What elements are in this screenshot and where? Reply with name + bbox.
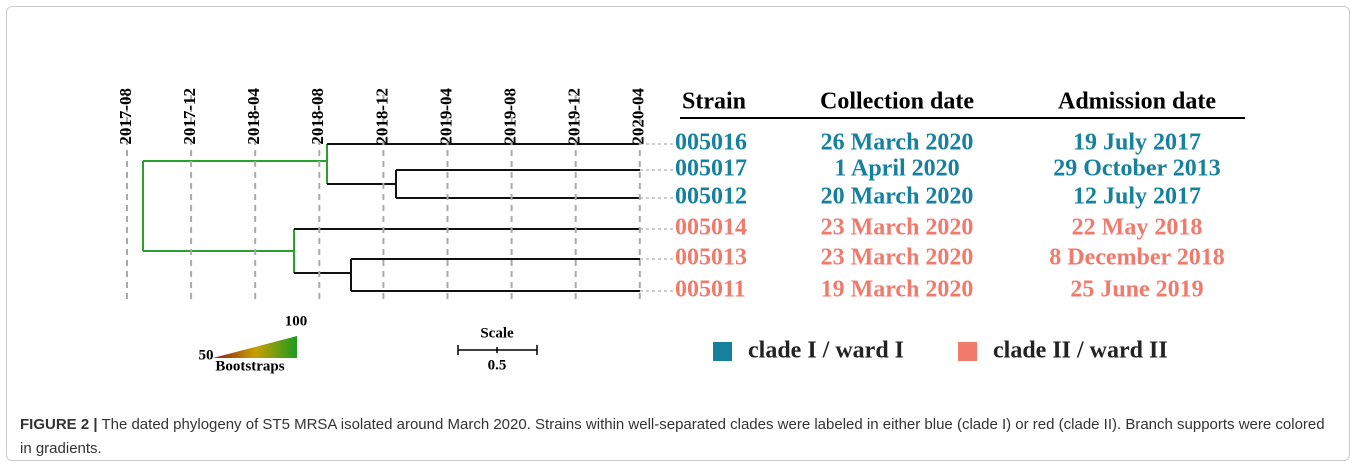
bootstrap-min: 50 <box>199 347 214 363</box>
time-tick-label: 2020-04 <box>629 88 648 145</box>
legend-swatch <box>958 342 977 361</box>
table-cell: 005016 <box>675 130 747 156</box>
table-cell: 005017 <box>675 156 747 182</box>
table-cell: 19 July 2017 <box>1073 130 1201 156</box>
table-header: Collection date <box>820 89 974 115</box>
scale-value: 0.5 <box>488 357 507 373</box>
time-tick-label: 2018-04 <box>244 88 263 145</box>
bootstrap-gradient <box>213 336 297 358</box>
table-cell: 005011 <box>675 277 746 303</box>
scale-bar <box>457 345 538 355</box>
table-cell: 26 March 2020 <box>821 130 974 156</box>
legend-label: clade II / ward II <box>993 338 1168 364</box>
figure-frame <box>6 6 1350 461</box>
caption: FIGURE 2 | The dated phylogeny of ST5 MR… <box>20 413 1340 461</box>
bootstrap-max: 100 <box>285 313 308 329</box>
time-tick-label: 2019-12 <box>565 88 584 145</box>
table-cell: 29 October 2013 <box>1053 156 1221 182</box>
table-cell: 22 May 2018 <box>1072 215 1203 241</box>
table-cell: 005014 <box>675 215 747 241</box>
table-cell: 20 March 2020 <box>821 184 974 210</box>
time-tick-label: 2019-08 <box>501 88 520 145</box>
time-tick-label: 2019-04 <box>436 88 455 145</box>
table-cell: 23 March 2020 <box>821 215 974 241</box>
caption-label: FIGURE 2 | <box>20 416 98 433</box>
time-tick-label: 2018-08 <box>308 88 327 145</box>
scale-label: Scale <box>480 325 514 341</box>
legend-swatch <box>713 342 732 361</box>
time-tick-label: 2017-12 <box>180 88 199 145</box>
bootstrap-label: Bootstraps <box>215 358 284 374</box>
table-cell: 8 December 2018 <box>1049 245 1225 271</box>
table-cell: 1 April 2020 <box>834 156 959 182</box>
table-cell: 25 June 2019 <box>1070 277 1203 303</box>
time-tick-label: 2017-08 <box>116 88 135 145</box>
figure: 100 50 Bootstraps Scale 0.5 2017-08 2017-… <box>116 88 1245 374</box>
table-cell: 005013 <box>675 245 747 271</box>
legend-label: clade I / ward I <box>748 338 904 364</box>
leaf-connector <box>640 143 675 292</box>
time-tick-label: 2018-12 <box>372 88 391 145</box>
supported-branch <box>142 144 328 273</box>
table-cell: 005012 <box>675 184 747 210</box>
caption-text: The dated phylogeny of ST5 MRSA isolated… <box>20 416 1325 457</box>
table-cell: 19 March 2020 <box>821 277 974 303</box>
table-header: Strain <box>682 89 746 115</box>
table-cell: 12 July 2017 <box>1073 184 1201 210</box>
table-header: Admission date <box>1058 89 1216 115</box>
table-cell: 23 March 2020 <box>821 245 974 271</box>
branch <box>294 143 640 292</box>
